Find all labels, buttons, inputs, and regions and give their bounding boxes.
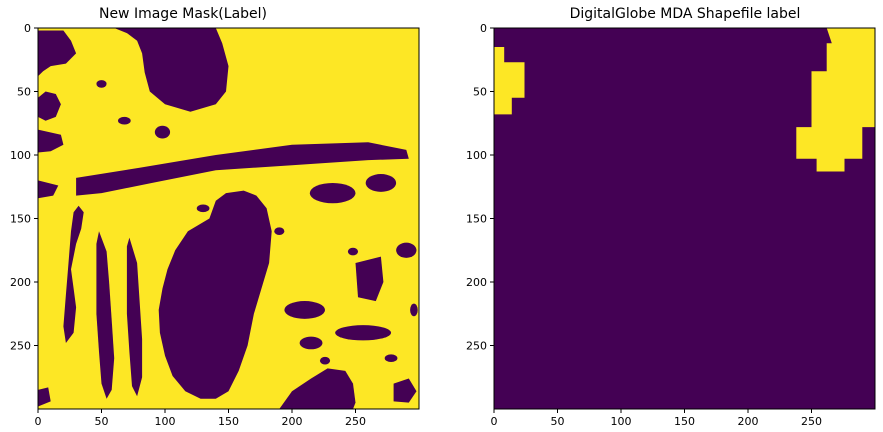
left-mask-region-purple-22	[96, 80, 107, 88]
left-mask-region-purple-6	[158, 190, 272, 399]
right-x-tick-label: 250	[801, 415, 822, 428]
right-y-tick-label: 200	[466, 276, 487, 289]
left-x-ticks: 0 50 100 150 200 250	[35, 409, 366, 428]
left-x-tick-label: 200	[282, 415, 303, 428]
left-mask-region-purple-25	[384, 354, 398, 363]
left-mask-region-purple-0	[114, 28, 229, 112]
right-x-tick-label: 150	[674, 415, 695, 428]
left-y-tick-label: 250	[10, 340, 31, 353]
left-x-tick-label: 250	[345, 415, 366, 428]
left-mask-region-purple-18	[309, 182, 356, 204]
left-mask-region-purple-5	[38, 180, 59, 199]
left-mask-region-purple-12	[393, 378, 417, 403]
right-y-tick-label: 0	[480, 22, 487, 35]
right-x-tick-label: 50	[551, 415, 565, 428]
right-y-tick-label: 100	[466, 149, 487, 162]
left-mask-region-purple-16	[299, 336, 323, 350]
left-mask-regions	[38, 28, 418, 409]
left-y-ticks: 0 50 100 150 200 250	[10, 22, 38, 353]
right-mask-region-yellow-0	[494, 47, 525, 115]
right-y-ticks: 0 50 100 150 200 250	[466, 22, 494, 353]
left-mask-region-purple-15	[335, 325, 392, 341]
left-x-tick-label: 150	[218, 415, 239, 428]
left-mask-region-purple-13	[355, 256, 384, 302]
left-mask-region-purple-4	[76, 142, 409, 196]
left-x-tick-label: 50	[95, 415, 109, 428]
right-mask-regions	[494, 28, 875, 172]
left-mask-region-purple-2	[38, 91, 61, 121]
left-mask-region-purple-8	[63, 205, 84, 343]
left-mask-region-purple-19	[365, 174, 397, 192]
left-mask-region-purple-23	[347, 247, 359, 256]
left-mask-region-purple-17	[396, 242, 417, 258]
left-mask-region-purple-27	[196, 204, 210, 213]
left-mask-region-purple-21	[118, 116, 131, 125]
right-mask-axes: DigitalGlobe MDA Shapefile label 0 50 100 1…	[466, 6, 876, 428]
left-mask-region-purple-20	[154, 125, 171, 139]
right-y-tick-label: 150	[466, 213, 487, 226]
left-x-tick-label: 100	[155, 415, 176, 428]
right-x-tick-label: 0	[491, 415, 498, 428]
left-y-tick-label: 50	[17, 86, 31, 99]
right-x-ticks: 0 50 100 150 200 250	[491, 409, 822, 428]
left-mask-region-purple-26	[274, 227, 285, 236]
left-x-tick-label: 0	[35, 415, 42, 428]
right-mask-region-yellow-1	[796, 28, 875, 172]
left-mask-region-purple-3	[38, 129, 64, 153]
left-mask-region-purple-24	[319, 356, 331, 365]
left-y-tick-label: 100	[10, 149, 31, 162]
left-mask-axes: New Image Mask(Label) 0 50 100 150 200 250 0 5…	[10, 6, 420, 428]
left-mask-region-purple-11	[38, 387, 51, 407]
left-y-tick-label: 200	[10, 276, 31, 289]
right-y-tick-label: 50	[473, 86, 487, 99]
left-mask-region-purple-9	[96, 231, 115, 399]
left-plot-title: New Image Mask(Label)	[99, 6, 267, 22]
right-x-tick-label: 200	[738, 415, 759, 428]
left-mask-region-purple-7	[279, 368, 356, 409]
left-mask-region-purple-28	[410, 303, 418, 317]
right-plot-title: DigitalGlobe MDA Shapefile label	[570, 6, 801, 22]
left-y-tick-label: 0	[24, 22, 31, 35]
right-y-tick-label: 250	[466, 340, 487, 353]
left-mask-region-purple-14	[284, 301, 326, 319]
left-mask-region-purple-1	[38, 30, 77, 77]
left-mask-region-purple-10	[126, 237, 143, 397]
right-x-tick-label: 100	[611, 415, 632, 428]
left-y-tick-label: 150	[10, 213, 31, 226]
